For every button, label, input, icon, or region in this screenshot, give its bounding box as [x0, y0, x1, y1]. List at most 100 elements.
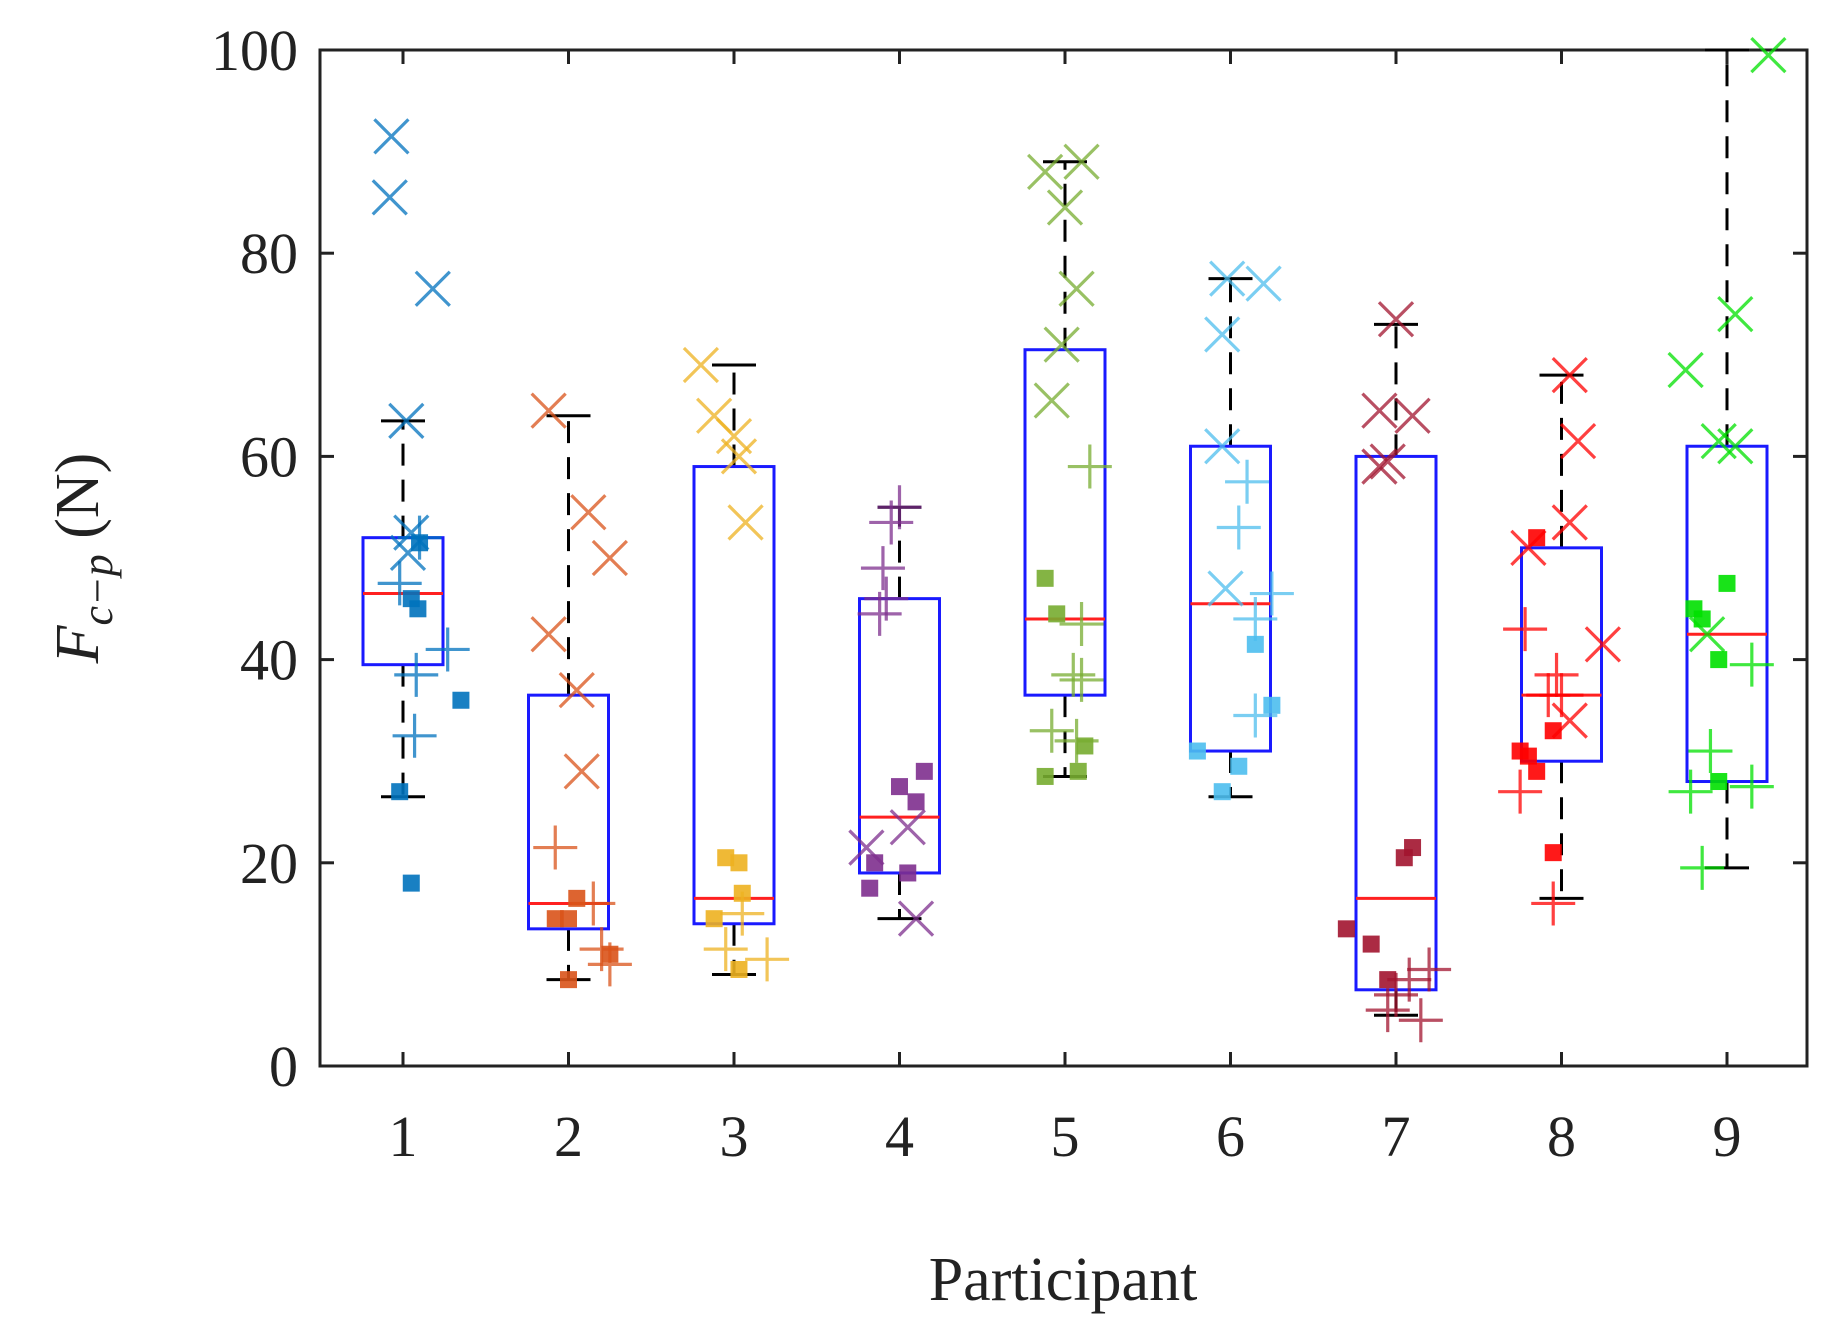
x-tick-label: 5: [1051, 1104, 1080, 1169]
point-plus: [425, 627, 470, 672]
points-participant-2: [530, 392, 632, 989]
point-cross: [591, 539, 629, 577]
point-square: [1076, 737, 1094, 755]
point-plus: [394, 652, 439, 697]
x-axis: 1 2 3 4 5 6 7 8 9: [389, 50, 1742, 1169]
point-square: [1528, 762, 1546, 780]
point-square: [1395, 849, 1413, 867]
point-cross: [1063, 143, 1100, 180]
point-cross: [1043, 326, 1080, 363]
points-participant-8: [1498, 356, 1622, 926]
point-square: [568, 889, 586, 907]
point-plus: [1249, 571, 1294, 616]
points-participant-5: [1027, 143, 1112, 785]
point-square: [1246, 635, 1264, 653]
point-plus: [1729, 642, 1774, 687]
point-square: [733, 884, 751, 902]
point-square: [1519, 747, 1537, 765]
point-square: [705, 910, 723, 928]
point-cross: [1046, 189, 1084, 226]
point-square: [1188, 742, 1206, 760]
y-axis-label-subscript: c−p: [73, 554, 122, 625]
point-plus: [1526, 673, 1571, 718]
point-square: [730, 854, 748, 872]
point-square: [866, 854, 884, 872]
point-cross: [1204, 428, 1241, 465]
x-tick-label: 7: [1382, 1104, 1411, 1169]
point-cross: [1027, 153, 1064, 191]
point-plus: [1029, 708, 1074, 753]
point-square: [409, 600, 427, 618]
point-cross: [371, 179, 408, 216]
points-participant-6: [1188, 260, 1294, 801]
point-cross: [1667, 351, 1704, 389]
point-square: [717, 849, 735, 867]
point-cross: [1559, 423, 1597, 460]
point-plus: [1051, 652, 1096, 697]
point-plus: [860, 546, 905, 591]
point-plus: [1668, 769, 1713, 814]
y-tick-label: 20: [240, 831, 298, 896]
point-square: [1710, 651, 1728, 669]
point-plus: [1407, 947, 1452, 992]
point-plus: [857, 591, 902, 636]
point-cross: [530, 616, 567, 653]
x-tick-label: 8: [1547, 1104, 1576, 1169]
x-axis-label: Participant: [929, 1246, 1198, 1314]
point-square: [1710, 773, 1728, 791]
points-participant-9: [1667, 36, 1787, 890]
point-plus: [869, 500, 914, 545]
point-square: [560, 910, 577, 928]
x-tick-label: 9: [1713, 1104, 1742, 1169]
point-square: [861, 879, 879, 897]
iqr-box: [1520, 546, 1603, 763]
point-plus: [1233, 596, 1278, 641]
point-square: [730, 960, 748, 978]
point-square: [411, 534, 429, 552]
x-tick-label: 1: [389, 1104, 418, 1169]
point-cross: [1058, 270, 1095, 307]
point-plus: [1233, 693, 1278, 738]
data-points: [371, 36, 1787, 1043]
point-plus: [392, 713, 437, 758]
x-tick-label: 2: [554, 1104, 583, 1169]
point-square: [402, 874, 420, 892]
point-square: [1048, 605, 1066, 623]
point-plus: [1225, 459, 1270, 504]
point-cross: [1377, 301, 1415, 338]
point-cross: [414, 270, 451, 307]
point-square: [1036, 767, 1054, 785]
point-plus: [1680, 845, 1725, 890]
point-plus: [1688, 729, 1733, 774]
x-tick-label: 3: [720, 1104, 749, 1169]
point-square: [1718, 574, 1736, 592]
point-plus: [1059, 657, 1104, 702]
x-tick-label: 6: [1216, 1104, 1245, 1169]
y-axis-label: Fc−p (N): [44, 453, 122, 665]
point-square: [891, 778, 908, 796]
iqr-box: [527, 693, 610, 931]
points-participant-1: [371, 118, 470, 892]
point-plus: [533, 825, 578, 870]
point-cross: [1551, 356, 1588, 394]
point-cross: [563, 753, 600, 790]
point-plus: [703, 927, 748, 972]
point-plus: [1534, 652, 1579, 697]
point-cross: [373, 118, 410, 155]
point-cross: [889, 809, 926, 846]
point-cross: [1033, 382, 1070, 419]
point-cross: [897, 900, 935, 937]
point-square: [1036, 569, 1054, 587]
point-cross: [1584, 626, 1622, 663]
plot-area: 0 20 40 60 80 100 1 2 3 4 5 6 7 8 9: [211, 18, 1809, 1169]
point-plus: [1059, 602, 1104, 647]
point-plus: [1067, 444, 1112, 489]
point-cross: [715, 417, 753, 455]
y-tick-label: 80: [240, 221, 298, 286]
point-plus: [1398, 998, 1443, 1043]
point-square: [1362, 935, 1380, 953]
point-square: [391, 783, 409, 801]
y-axis-label-unit: (N): [44, 453, 112, 555]
points-participant-4: [848, 485, 935, 937]
point-cross: [1394, 397, 1431, 434]
